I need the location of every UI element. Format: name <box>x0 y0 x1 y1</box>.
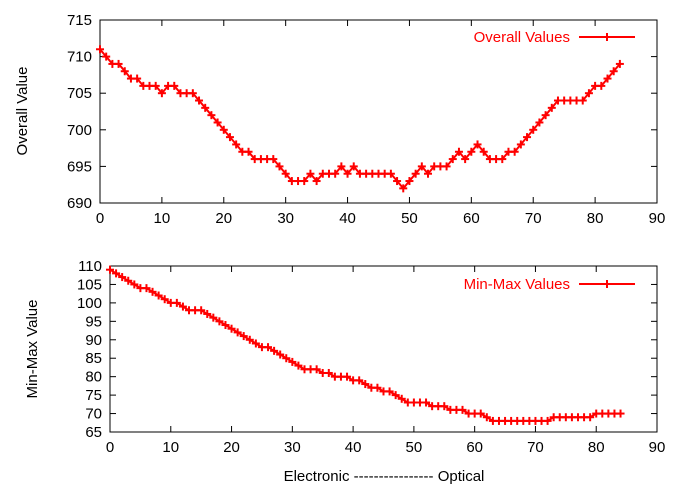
x-tick-label: 40 <box>339 210 356 227</box>
y-tick-label: 695 <box>67 158 92 175</box>
x-tick-label: 30 <box>277 210 294 227</box>
x-tick-label: 50 <box>406 439 423 456</box>
x-tick-label: 20 <box>215 210 232 227</box>
legend-marker-plus <box>603 280 611 288</box>
legend-marker-plus <box>603 33 611 41</box>
y-tick-label: 95 <box>85 313 102 330</box>
x-tick-label: 60 <box>466 439 483 456</box>
y-tick-label: 70 <box>85 406 102 423</box>
x-tick-label: 90 <box>649 439 666 456</box>
y-tick-label: 85 <box>85 350 102 367</box>
legend: Min-Max Values <box>464 276 635 293</box>
y-tick-label: 705 <box>67 85 92 102</box>
y-tick-label: 710 <box>67 49 92 66</box>
data-point <box>617 410 625 418</box>
y-tick-label: 75 <box>85 387 102 404</box>
y-tick-label: 110 <box>78 258 102 275</box>
y-tick-label: 700 <box>67 122 92 139</box>
x-tick-label: 20 <box>223 439 240 456</box>
x-ticks: 0 10 20 30 40 50 60 70 80 90 <box>106 266 666 456</box>
plot-frame <box>110 266 657 432</box>
x-tick-label: 80 <box>588 439 605 456</box>
x-tick-label: 40 <box>345 439 362 456</box>
x-tick-label: 70 <box>527 439 544 456</box>
legend: Overall Values <box>474 29 635 46</box>
y-tick-label: 715 <box>67 12 92 29</box>
legend-marker <box>603 33 611 41</box>
x-tick-label: 80 <box>587 210 604 227</box>
series-layer <box>96 45 624 192</box>
x-tick-label: 10 <box>154 210 171 227</box>
x-tick-label: 0 <box>106 439 114 456</box>
y-axis-label: Overall Value <box>14 67 31 156</box>
x-tick-label: 70 <box>525 210 542 227</box>
legend-marker <box>603 280 611 288</box>
y-tick-label: 100 <box>77 295 102 312</box>
y-tick-label: 105 <box>77 276 102 293</box>
y-tick-label: 80 <box>85 369 102 386</box>
series-line <box>100 49 620 188</box>
y-axis-label: Min-Max Value <box>24 300 41 399</box>
x-tick-label: 90 <box>649 210 666 227</box>
overall-value-chart: 0 10 20 30 40 50 60 70 80 90 690 695 700 705 710 715 O… <box>14 12 665 227</box>
legend-label: Overall Values <box>474 29 570 46</box>
x-tick-label: 50 <box>401 210 418 227</box>
x-ticks: 0 10 20 30 40 50 60 70 80 90 <box>96 20 666 227</box>
y-tick-label: 690 <box>67 195 92 212</box>
x-tick-label: 10 <box>162 439 179 456</box>
legend-label: Min-Max Values <box>464 276 570 293</box>
x-tick-label: 30 <box>284 439 301 456</box>
x-tick-label: 60 <box>463 210 480 227</box>
x-tick-label: 0 <box>96 210 104 227</box>
y-tick-label: 90 <box>85 332 102 349</box>
y-tick-label: 65 <box>85 424 102 441</box>
min-max-value-chart: 0 10 20 30 40 50 60 70 80 90 65707580859095100105… <box>24 258 665 485</box>
x-axis-label: Electronic ---------------- Optical <box>284 468 485 485</box>
